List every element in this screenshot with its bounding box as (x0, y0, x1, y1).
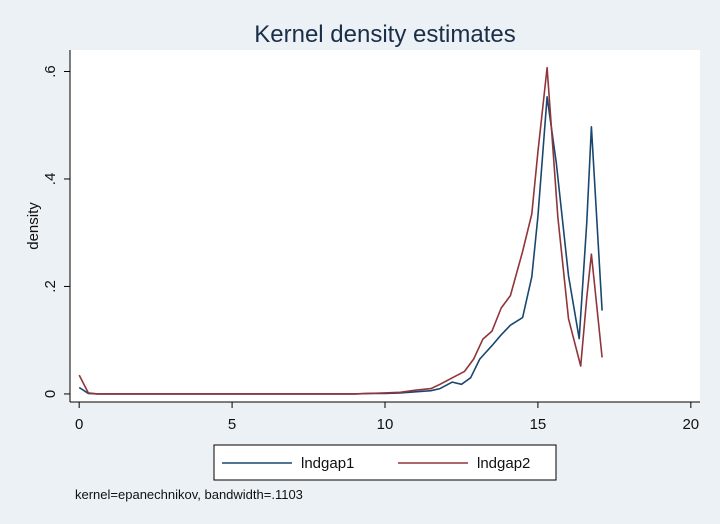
x-tick-label-3: 15 (530, 416, 547, 433)
series-line-lndgap2 (78, 66, 603, 395)
legend-label-lndgap2: lndgap2 (477, 455, 530, 472)
legend: lndgap1 lndgap2 (213, 444, 557, 481)
y-tick-label-0: 0 (42, 390, 59, 398)
series-lines (78, 66, 603, 395)
y-tick-label-1: .2 (42, 280, 59, 293)
x-tick-label-0: 0 (75, 416, 83, 433)
legend-label-lndgap1: lndgap1 (301, 455, 354, 472)
chart-title: Kernel density estimates (254, 21, 515, 48)
plot-area (70, 50, 700, 402)
y-tick-label-3: .6 (42, 65, 59, 78)
ticks: 0 5 10 15 20 0 .2 .4 .6 (42, 65, 699, 433)
kernel-note: kernel=epanechnikov, bandwidth=.1103 (75, 487, 303, 502)
x-tick-label-1: 5 (228, 416, 236, 433)
y-tick-label-2: .4 (42, 173, 59, 186)
x-tick-label-4: 20 (682, 416, 699, 433)
y-axis-label: density (25, 202, 42, 250)
x-tick-label-2: 10 (377, 416, 394, 433)
